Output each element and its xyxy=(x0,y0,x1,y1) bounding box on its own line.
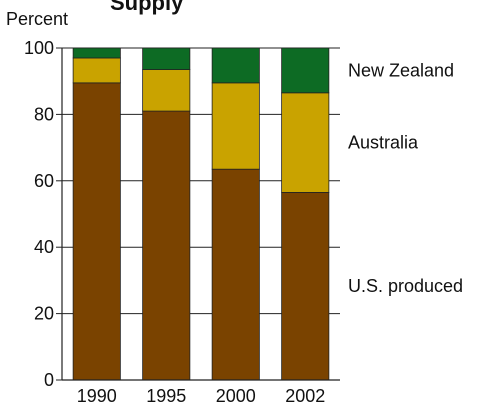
bars xyxy=(72,47,330,381)
bar-segment-u-s-produced-1995 xyxy=(142,110,191,381)
x-tick-labels: 1990 1995 2000 2002 xyxy=(77,386,326,406)
y-tick-label: 20 xyxy=(34,304,54,324)
x-tick-label: 1990 xyxy=(77,386,117,406)
bar-segment-new-zealand-1995 xyxy=(142,47,191,70)
bar-segment-u-s-produced-2002 xyxy=(281,192,330,381)
y-tick-label: 100 xyxy=(24,38,54,58)
bar-segment-australia-2002 xyxy=(281,92,330,193)
series-label-u-s-produced: U.S. produced xyxy=(348,276,463,296)
y-tick-label: 80 xyxy=(34,104,54,124)
bar-segment-new-zealand-2000 xyxy=(211,47,260,84)
bar-segment-new-zealand-1990 xyxy=(72,47,121,59)
y-tick-label: 40 xyxy=(34,237,54,257)
x-tick-label: 2000 xyxy=(216,386,256,406)
bar-segment-australia-1990 xyxy=(72,57,121,84)
x-tick-label: 1995 xyxy=(146,386,186,406)
x-tick-label: 2002 xyxy=(285,386,325,406)
bar-segment-australia-2000 xyxy=(211,82,260,170)
axes xyxy=(56,47,340,381)
bar-segment-u-s-produced-2000 xyxy=(211,168,260,381)
y-tick-labels: 0 20 40 60 80 100 xyxy=(24,38,54,390)
bar-segment-u-s-produced-1990 xyxy=(72,82,121,381)
series-label-new-zealand: New Zealand xyxy=(348,60,454,80)
y-tick-label: 0 xyxy=(44,370,54,390)
bar-segment-new-zealand-2002 xyxy=(281,47,330,94)
y-axis-label: Percent xyxy=(6,9,68,29)
series-labels: U.S. produced Australia New Zealand xyxy=(348,60,463,296)
series-label-australia: Australia xyxy=(348,133,419,153)
chart-title: Supply xyxy=(110,0,184,15)
bar-segment-australia-1995 xyxy=(142,69,191,112)
y-tick-label: 60 xyxy=(34,171,54,191)
